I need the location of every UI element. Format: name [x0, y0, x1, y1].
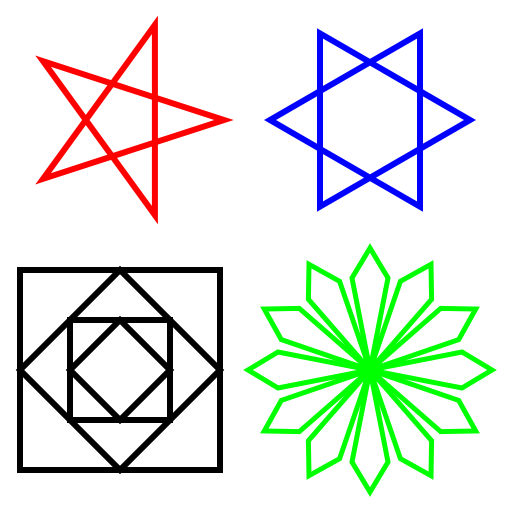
rosette-petal [243, 349, 371, 391]
square-level-3 [67, 317, 173, 423]
rosette-petal [305, 260, 373, 372]
pentagram-figure [35, 15, 234, 225]
rosette-petal [367, 368, 435, 480]
kite-rosette-figure [243, 243, 497, 497]
rosette-petal [349, 369, 391, 497]
rosette-petal [260, 305, 372, 373]
pentagram-star-outline [35, 15, 234, 225]
rosette-petal [349, 243, 391, 371]
diamond-level-4 [65, 315, 175, 425]
rosette-petal [305, 368, 373, 480]
diamond-level-2 [15, 265, 225, 475]
hexagram-figure [263, 28, 477, 212]
rosette-petal [260, 367, 372, 435]
hexagram-downward-triangle [263, 28, 423, 212]
hexagram-upward-triangle [317, 28, 477, 212]
rosette-petal [367, 260, 435, 372]
rosette-petal [368, 305, 480, 373]
square-level-1 [17, 267, 223, 473]
rosette-petal [368, 367, 480, 435]
nested-squares-figure [15, 265, 225, 475]
rosette-petal [369, 349, 497, 391]
